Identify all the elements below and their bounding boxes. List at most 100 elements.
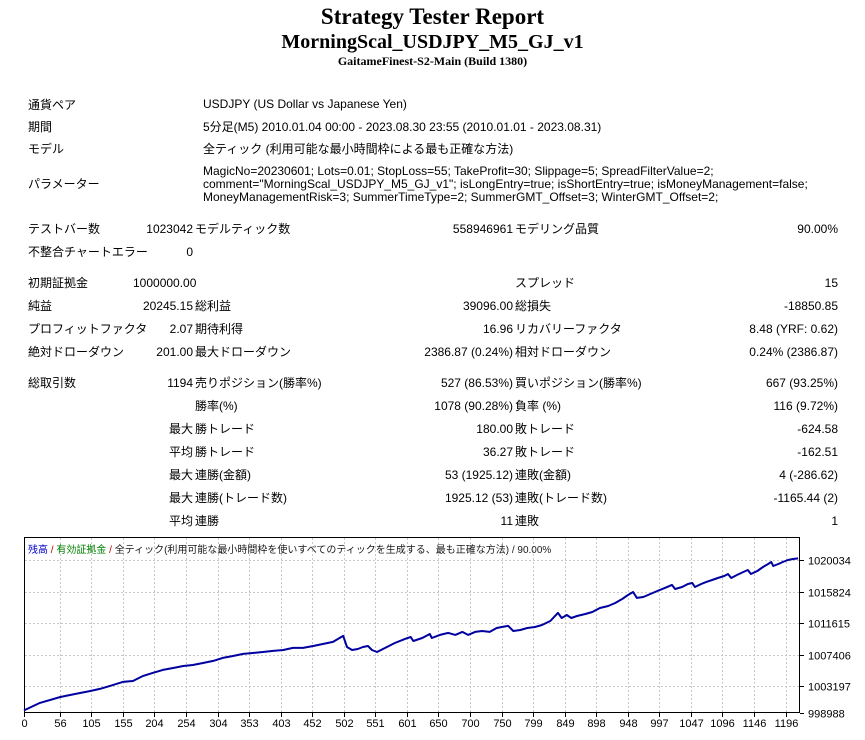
stat-label: リカバリーファクタ	[515, 322, 622, 336]
x-axis-label: 601	[398, 718, 416, 730]
info-value: 全ティック (利用可能な最小時間枠による最も正確な方法)	[203, 141, 514, 156]
stat-value: 1023042	[146, 221, 193, 236]
stat-label: 勝率(%)	[195, 399, 238, 413]
x-axis-label: 502	[335, 718, 353, 730]
stat-value: 0.24% (2386.87)	[749, 344, 838, 359]
balance-chart: 0 56 105 155 204 254 304 353 403 452 502 551 601 650 7…	[0, 537, 865, 740]
stat-label: 総取引数	[28, 376, 77, 390]
stat-value: 180.00	[476, 421, 513, 436]
table-spacer	[28, 263, 838, 271]
stat-row: 勝率(%) 1078 (90.28%) 負率 (%) 116 (9.72%)	[28, 394, 838, 417]
stat-label: 負率 (%)	[515, 399, 561, 413]
balance-chart-svg: 0 56 105 155 204 254 304 353 403 452 502 551 601 650 7…	[21, 537, 851, 730]
stat-label: 連敗	[515, 514, 540, 528]
stat-row: 不整合チャートエラー 0	[28, 240, 838, 263]
stat-value: 平均	[168, 445, 193, 459]
legend-balance-label: 残高	[28, 545, 48, 556]
y-axis-label: 998988	[808, 709, 845, 721]
stat-value: 4 (-286.62)	[779, 467, 838, 482]
stat-label: モデリング品質	[515, 222, 600, 236]
report-server-build: GaitameFinest-S2-Main (Build 1380)	[337, 54, 528, 68]
stat-label: 連勝	[195, 514, 220, 528]
stat-label: 売りポジション(勝率%)	[195, 376, 322, 390]
stat-value: 16.96	[482, 321, 513, 336]
x-axis-label: 353	[240, 718, 258, 730]
stat-value: -18850.85	[783, 298, 838, 313]
y-axis-label: 1003197	[808, 682, 851, 694]
stat-row: 総取引数 1194 売りポジション(勝率%) 527 (86.53%) 買いポジション(…	[28, 371, 838, 394]
x-axis-label: 0	[21, 718, 27, 730]
stat-label: 連勝(トレード数)	[195, 491, 287, 505]
stat-value: 最大	[168, 491, 193, 505]
stat-label: 総利益	[195, 299, 232, 313]
stat-row: 純益 20245.15 総利益 39096.00 総損失 -18850.85	[28, 294, 838, 317]
stat-value: 39096.00	[462, 298, 513, 313]
x-axis-label: 551	[366, 718, 384, 730]
legend-separator: /	[48, 545, 57, 556]
x-axis-label: 1146	[743, 718, 767, 730]
report-strategy-name: MorningScal_USDJPY_M5_GJ_v1	[281, 31, 584, 53]
x-axis-label: 56	[54, 718, 66, 730]
y-axis-label: 1020034	[808, 556, 851, 568]
stat-label: 相対ドローダウン	[515, 345, 612, 359]
stat-value: 0	[186, 244, 193, 259]
y-axis-label: 1007406	[808, 651, 851, 663]
stat-value: 最大	[168, 422, 193, 436]
stat-label: 最大ドローダウン	[195, 345, 292, 359]
stat-row: 平均 連勝 11 連敗 1	[28, 509, 838, 532]
stat-value: 116 (9.72%)	[773, 398, 838, 413]
stat-value: -162.51	[797, 444, 838, 459]
table-spacer	[28, 363, 838, 371]
x-axis-label: 948	[619, 718, 637, 730]
info-value: MagicNo=20230601; Lots=0.01; StopLoss=55…	[203, 164, 808, 204]
x-axis-label: 403	[272, 718, 290, 730]
stat-label: スプレッド	[515, 276, 576, 290]
x-axis-label: 1196	[775, 718, 799, 730]
stat-label: 勝トレード	[195, 422, 256, 436]
x-axis-label: 452	[303, 718, 321, 730]
stat-row: 最大 勝トレード 180.00 敗トレード -624.58	[28, 417, 838, 440]
settings-table: 通貨ペア USDJPY (US Dollar vs Japanese Yen) 期間…	[28, 93, 838, 208]
x-axis-label: 1096	[710, 718, 734, 730]
stat-value: 8.48 (YRF: 0.62)	[749, 321, 838, 336]
x-axis-label: 304	[209, 718, 227, 730]
stat-label: 買いポジション(勝率%)	[515, 376, 642, 390]
x-axis-label: 799	[524, 718, 542, 730]
stat-label: 不整合チャートエラー	[28, 245, 148, 259]
x-axis-label: 997	[650, 718, 668, 730]
stat-value: 平均	[168, 514, 193, 528]
legend-separator: /	[106, 545, 115, 556]
stat-label: モデルティック数	[195, 222, 291, 236]
stat-row: 初期証拠金 1000000.00 スプレッド 15	[28, 271, 838, 294]
balance-line	[23, 557, 799, 712]
info-row: 通貨ペア USDJPY (US Dollar vs Japanese Yen)	[28, 93, 838, 115]
stat-value: 36.27	[482, 444, 513, 459]
info-label: パラメーター	[28, 177, 100, 191]
chart-legend: 残高 / 有効証拠金 / 全ティック(利用可能な最小時間枠を使いすべてのティック…	[28, 541, 551, 556]
stat-row: 絶対ドローダウン 201.00 最大ドローダウン 2386.87 (0.24%) 相対ド…	[28, 340, 838, 363]
info-value: USDJPY (US Dollar vs Japanese Yen)	[203, 97, 407, 111]
x-axis-label: 1047	[679, 718, 703, 730]
stat-value: -624.58	[797, 421, 838, 436]
stat-value: 20245.15	[142, 298, 193, 313]
x-axis-label: 849	[556, 718, 574, 730]
stat-label: 連敗(トレード数)	[515, 491, 607, 505]
stat-label: プロフィットファクタ	[28, 322, 148, 336]
x-axis-label: 898	[587, 718, 605, 730]
x-axis-label: 155	[114, 718, 132, 730]
x-axis-label: 700	[461, 718, 479, 730]
stat-value: 1925.12 (53)	[444, 490, 513, 505]
y-axis-label: 1011615	[808, 619, 850, 631]
stat-row: プロフィットファクタ 2.07 期待利得 16.96 リカバリーファクタ 8.48 (YR…	[28, 317, 838, 340]
results-table: テストバー数 1023042 モデルティック数 558946961 モデリング品質 90.…	[28, 217, 838, 532]
info-row: パラメーター MagicNo=20230601; Lots=0.01; StopL…	[28, 159, 838, 208]
stat-value: 201.00	[156, 344, 193, 359]
info-label: モデル	[28, 141, 65, 156]
stat-label: 初期証拠金	[28, 276, 89, 290]
stat-value: 558946961	[452, 221, 513, 236]
stat-label: 勝トレード	[195, 445, 256, 459]
x-axis-label: 105	[82, 718, 100, 730]
stat-value: 53 (1925.12)	[444, 467, 513, 482]
report-title: Strategy Tester Report	[320, 4, 545, 29]
stat-row: 平均 勝トレード 36.27 敗トレード -162.51	[28, 440, 838, 463]
